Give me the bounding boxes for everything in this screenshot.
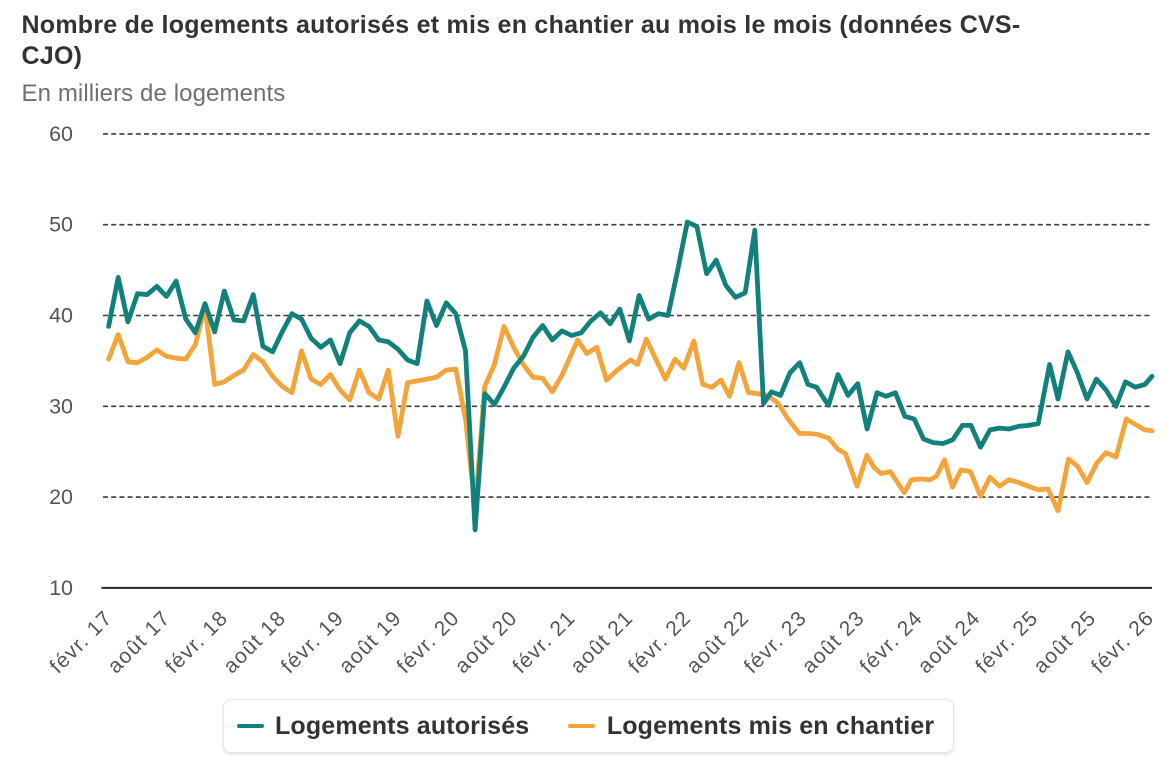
svg-text:60: 60: [49, 122, 73, 146]
svg-text:août 21: août 21: [566, 606, 638, 678]
svg-text:févr. 25: févr. 25: [971, 606, 1043, 678]
svg-text:30: 30: [49, 394, 73, 418]
svg-text:févr. 26: févr. 26: [1087, 606, 1159, 678]
svg-text:août 23: août 23: [798, 606, 870, 678]
svg-text:févr. 19: févr. 19: [277, 606, 349, 678]
svg-text:août 22: août 22: [682, 606, 754, 678]
svg-text:févr. 17: févr. 17: [45, 606, 117, 678]
svg-text:août 18: août 18: [219, 606, 291, 678]
svg-text:20: 20: [49, 485, 73, 509]
svg-text:août 19: août 19: [335, 606, 407, 678]
svg-text:40: 40: [49, 304, 73, 328]
svg-text:févr. 23: févr. 23: [740, 606, 812, 678]
svg-text:févr. 24: févr. 24: [856, 606, 928, 678]
svg-text:févr. 21: févr. 21: [508, 606, 580, 678]
svg-text:août 25: août 25: [1029, 606, 1101, 678]
svg-text:févr. 18: févr. 18: [161, 606, 233, 678]
svg-text:févr. 22: févr. 22: [624, 606, 696, 678]
svg-text:févr. 20: févr. 20: [393, 606, 465, 678]
svg-text:août 24: août 24: [913, 606, 985, 678]
svg-text:50: 50: [49, 213, 73, 237]
svg-text:août 17: août 17: [103, 606, 175, 678]
svg-text:août 20: août 20: [450, 606, 522, 678]
svg-text:10: 10: [49, 576, 73, 600]
